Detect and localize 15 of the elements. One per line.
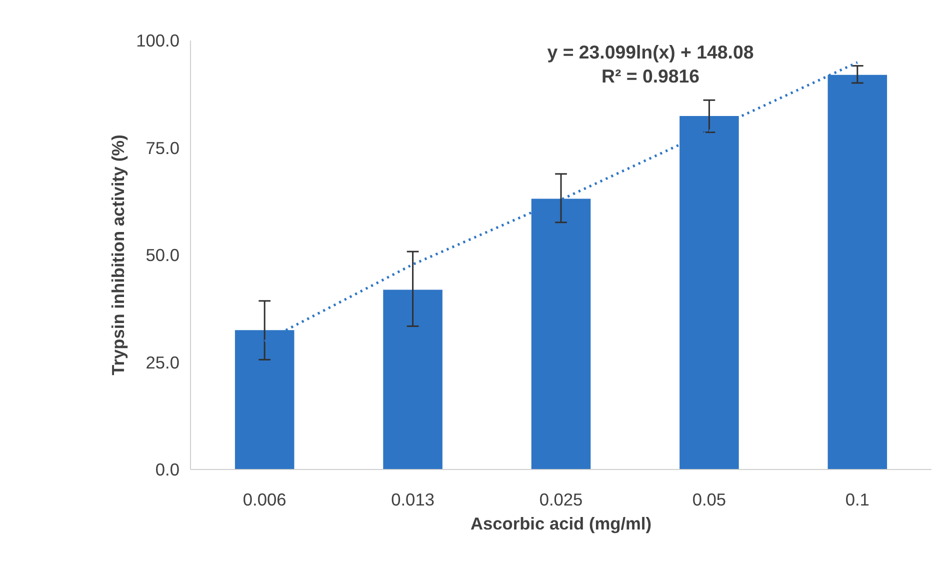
x-tick-label: 0.013: [391, 490, 434, 510]
y-axis-title: Trypsin inhibition activity (%): [108, 134, 128, 376]
x-tick-label: 0.05: [692, 490, 726, 510]
y-tick-label: 75.0: [146, 138, 180, 158]
y-tick-label: 100.0: [136, 30, 180, 50]
bar: [383, 290, 442, 470]
y-tick-label: 0.0: [155, 460, 180, 480]
y-tick-label: 25.0: [146, 352, 180, 372]
x-axis-title: Ascorbic acid (mg/ml): [470, 514, 652, 534]
annotation: R² = 0.9816: [601, 66, 700, 86]
x-tick-label: 0.1: [845, 490, 870, 510]
x-tick-label: 0.006: [242, 490, 286, 510]
annotation: y = 23.099ln(x) + 148.08: [547, 42, 754, 62]
x-tick-label: 0.025: [539, 490, 583, 510]
y-tick-label: 50.0: [146, 245, 180, 265]
